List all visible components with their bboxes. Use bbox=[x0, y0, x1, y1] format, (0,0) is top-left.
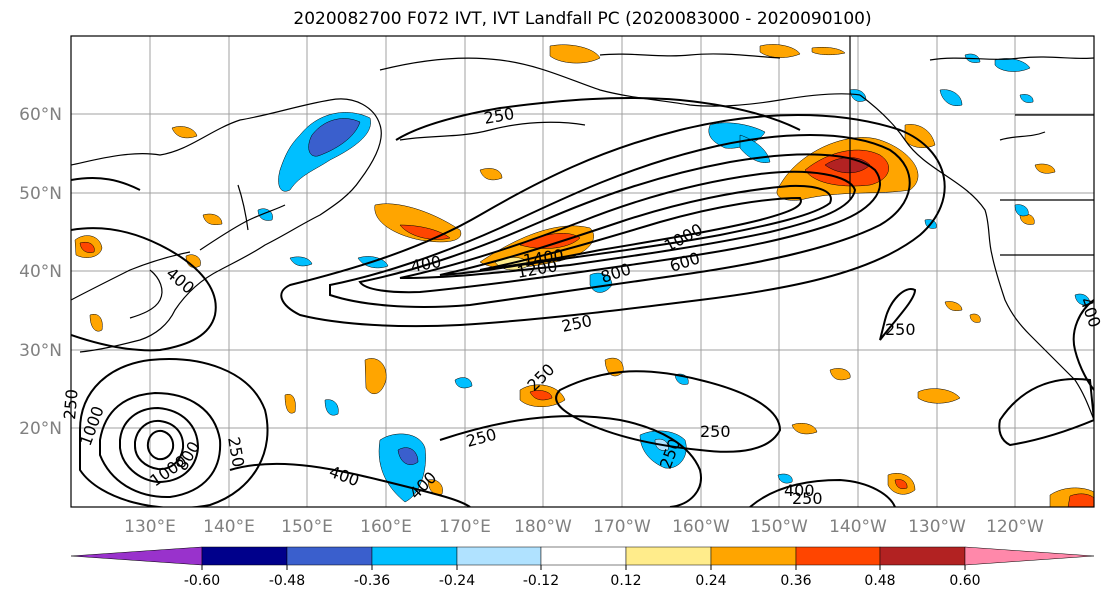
colorbar-extend-high bbox=[964, 546, 1095, 566]
lon-label: 150°E bbox=[281, 517, 333, 537]
colorbar-label: -0.12 bbox=[523, 573, 559, 589]
colorbar-label: 0.12 bbox=[610, 573, 641, 589]
colorbar-segment bbox=[371, 546, 458, 566]
map-frame bbox=[70, 35, 1095, 508]
lat-label: 30°N bbox=[19, 341, 62, 361]
lon-label: 140°E bbox=[203, 517, 255, 537]
colorbar-segment bbox=[201, 546, 288, 566]
colorbar-label: -0.36 bbox=[354, 573, 390, 589]
colorbar-label: -0.48 bbox=[269, 573, 305, 589]
lon-label: 150°W bbox=[750, 517, 808, 537]
lon-label: 160°E bbox=[360, 517, 412, 537]
colorbar-extend-low bbox=[70, 546, 203, 566]
lon-label: 130°W bbox=[908, 517, 966, 537]
colorbar-segment bbox=[625, 546, 712, 566]
map-title: 2020082700 F072 IVT, IVT Landfall PC (20… bbox=[293, 9, 872, 29]
ivt-contours bbox=[71, 97, 1094, 507]
coastlines bbox=[71, 36, 1094, 421]
colorbar-segment bbox=[710, 546, 797, 566]
lon-label: 170°E bbox=[439, 517, 491, 537]
contour-label: 250 bbox=[700, 422, 731, 441]
lon-label: 140°W bbox=[829, 517, 887, 537]
colorbar-label: 0.24 bbox=[695, 573, 726, 589]
colorbar-label: -0.60 bbox=[184, 573, 220, 589]
colorbar-label: 0.36 bbox=[780, 573, 811, 589]
lon-label: 170°W bbox=[593, 517, 651, 537]
colorbar-label: 0.60 bbox=[949, 573, 980, 589]
colorbar: -0.60 -0.48 -0.36 -0.24 -0.12 0.12 0.24 … bbox=[70, 546, 1095, 589]
longitude-labels: 130°E 140°E 150°E 160°E 170°E 180°W 170°… bbox=[124, 517, 1044, 537]
lon-label: 160°W bbox=[672, 517, 730, 537]
lon-label: 180°W bbox=[514, 517, 572, 537]
lon-label: 120°W bbox=[986, 517, 1044, 537]
lat-label: 50°N bbox=[19, 184, 62, 204]
latitude-labels: 60°N 50°N 40°N 30°N 20°N bbox=[19, 105, 62, 439]
lon-label: 130°E bbox=[124, 517, 176, 537]
contour-label: 250 bbox=[885, 320, 916, 339]
contour-label: 250 bbox=[792, 489, 823, 508]
lat-label: 20°N bbox=[19, 419, 62, 439]
colorbar-label: 0.48 bbox=[864, 573, 895, 589]
colorbar-segment bbox=[540, 546, 627, 566]
colorbar-segment bbox=[456, 546, 542, 566]
map-panel: 250 250 250 250 250 250 250 250 250 400 … bbox=[60, 35, 1105, 508]
colorbar-label: -0.24 bbox=[439, 573, 475, 589]
contour-label: 400 bbox=[784, 481, 815, 500]
colorbar-segment bbox=[879, 546, 966, 566]
colorbar-segment bbox=[795, 546, 881, 566]
lat-label: 40°N bbox=[19, 262, 62, 282]
lat-label: 60°N bbox=[19, 105, 62, 125]
colorbar-ticks bbox=[201, 565, 966, 570]
colorbar-segment bbox=[286, 546, 373, 566]
